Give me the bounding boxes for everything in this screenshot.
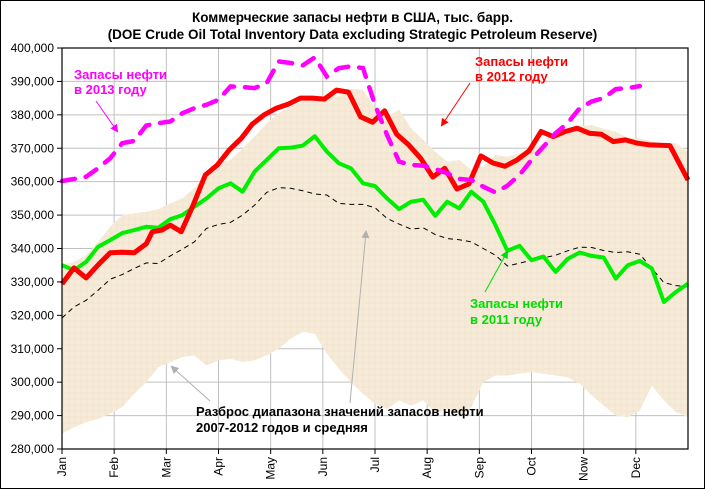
annotation-2013-line1: Запасы нефти bbox=[74, 67, 167, 82]
annotation-2012-line1: Запасы нефти bbox=[475, 54, 568, 69]
axes bbox=[57, 47, 689, 454]
annotation-2013: Запасы нефти в 2013 году bbox=[74, 67, 167, 133]
x-tick-label: Sep bbox=[472, 457, 486, 479]
y-tick-label: 380,000 bbox=[11, 108, 55, 122]
annotation-band-arrow-range bbox=[170, 365, 211, 402]
x-tick-label: Now bbox=[577, 457, 591, 481]
series-2011 bbox=[61, 134, 690, 304]
y-tick-label: 370,000 bbox=[11, 141, 55, 155]
range-band bbox=[62, 88, 688, 435]
x-tick-label: Mar bbox=[159, 457, 173, 478]
y-tick-label: 360,000 bbox=[11, 175, 55, 189]
x-tick-label: Jul bbox=[368, 457, 382, 472]
x-tick-label: Oct bbox=[525, 456, 539, 475]
annotation-band-line1: Разброс диапазона значений запасов нефти bbox=[196, 404, 484, 419]
x-tick-label: Jan bbox=[55, 457, 69, 476]
annotation-2011-line1: Запасы нефти bbox=[470, 296, 563, 311]
x-tick-label: Apr bbox=[212, 457, 226, 476]
annotation-2013-arrow bbox=[95, 100, 119, 133]
annotation-2011-line2: в 2011 году bbox=[470, 312, 543, 327]
y-tick-label: 350,000 bbox=[11, 208, 55, 222]
annotation-band-arrow-average bbox=[349, 230, 370, 404]
annotation-band-line2: 2007-2012 годов и средняя bbox=[196, 420, 368, 435]
x-tick-label: Jun bbox=[316, 457, 330, 476]
annotation-2012: Запасы нефти в 2012 году bbox=[440, 54, 568, 127]
x-tick-label: Dec bbox=[629, 457, 643, 478]
annotation-2012-line2: в 2012 году bbox=[475, 69, 549, 84]
plot-border bbox=[61, 47, 689, 450]
y-tick-label: 290,000 bbox=[11, 409, 55, 423]
y-tick-label: 280,000 bbox=[11, 442, 55, 456]
y-tick-label: 300,000 bbox=[11, 375, 55, 389]
series-2013 bbox=[59, 54, 643, 195]
annotation-band: Разброс диапазона значений запасов нефти… bbox=[170, 230, 484, 435]
y-tick-label: 310,000 bbox=[11, 342, 55, 356]
series-2012 bbox=[60, 87, 691, 286]
y-tick-label: 390,000 bbox=[11, 74, 55, 88]
y-axis-ticks: 280,000 290,000 300,000 310,000 320,000 330,0… bbox=[11, 41, 55, 456]
series-average bbox=[61, 187, 689, 319]
x-axis-ticks: Jan Feb Mar Apr May Jun Jul Aug Sep Oct Now Dec bbox=[55, 456, 643, 481]
y-tick-label: 400,000 bbox=[11, 41, 55, 55]
x-tick-label: Aug bbox=[420, 457, 434, 478]
y-tick-label: 330,000 bbox=[11, 275, 55, 289]
chart-title: Коммерческие запасы нефти в США, тыс. ба… bbox=[192, 10, 513, 25]
x-tick-label: May bbox=[264, 457, 278, 480]
x-tick-label: Feb bbox=[107, 457, 121, 478]
y-tick-label: 320,000 bbox=[11, 308, 55, 322]
annotation-2011-arrow bbox=[484, 250, 508, 293]
annotation-2012-arrow bbox=[440, 82, 471, 127]
y-tick-label: 340,000 bbox=[11, 242, 55, 256]
annotation-2013-line2: в 2013 году bbox=[74, 82, 148, 97]
annotation-2011: Запасы нефти в 2011 году bbox=[470, 250, 563, 327]
chart-subtitle: (DOE Crude Oil Total Inventory Data excl… bbox=[107, 27, 598, 42]
